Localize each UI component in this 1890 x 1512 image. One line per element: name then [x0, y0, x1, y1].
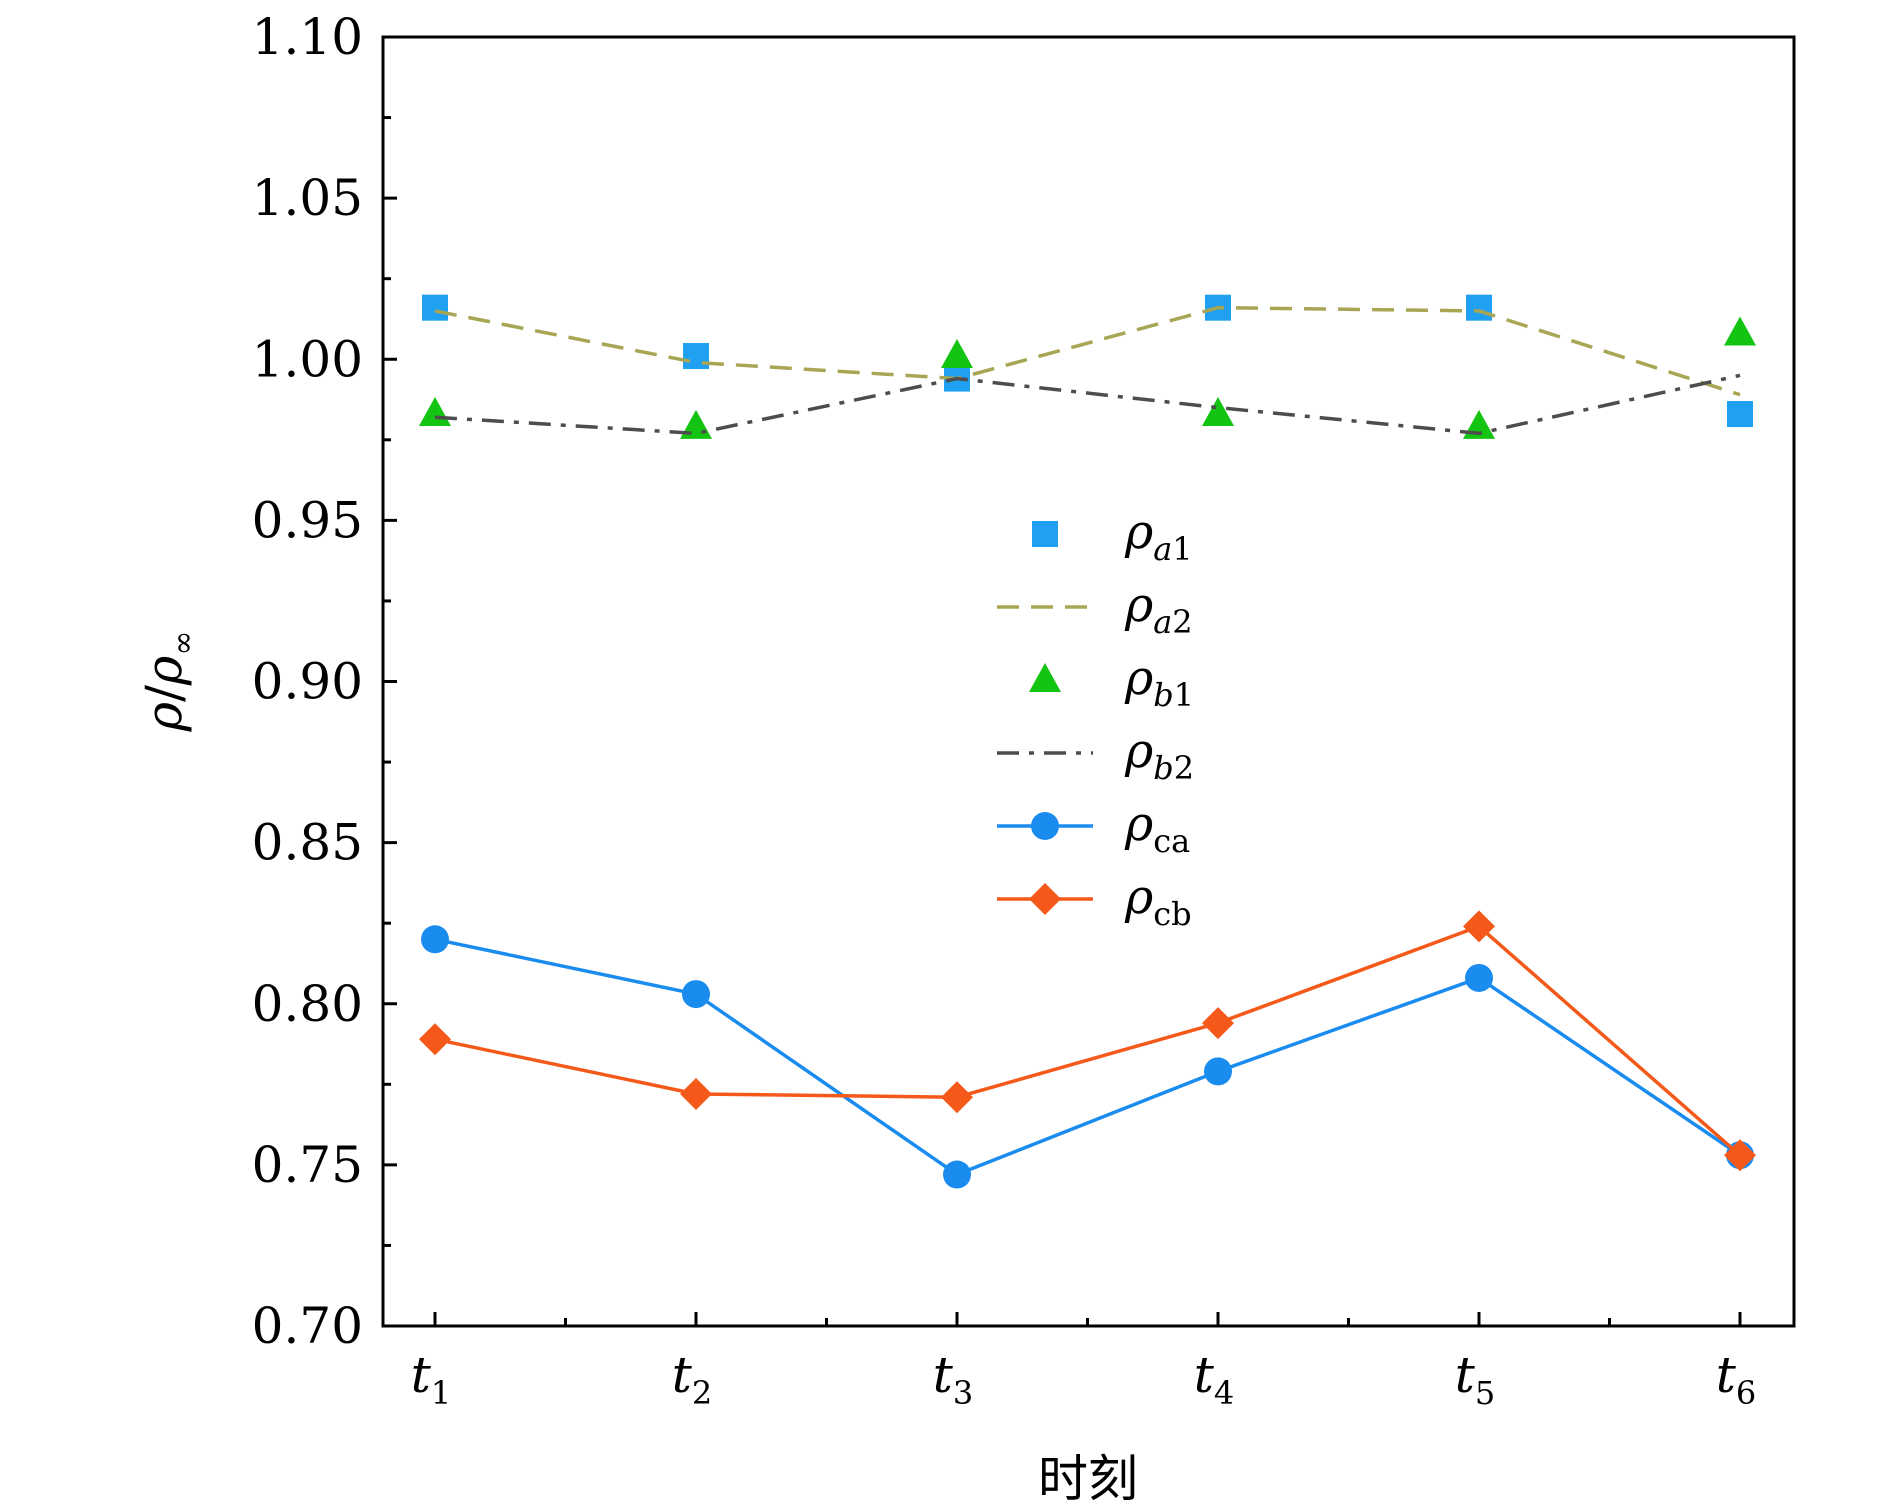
- legend-item-ca: ρca: [997, 796, 1190, 860]
- data-point-a1: [683, 343, 709, 370]
- data-point-ca: [421, 925, 449, 954]
- legend-item-a2: ρa2: [997, 577, 1193, 641]
- data-point-ca: [1204, 1057, 1232, 1086]
- data-point-b1: [1724, 316, 1756, 346]
- legend-label: ρa2: [1124, 577, 1193, 641]
- data-point-cb: [1463, 910, 1495, 943]
- x-axis-title: 时刻: [1038, 1450, 1138, 1508]
- legend-label: ρb2: [1124, 723, 1194, 787]
- y-tick-label: 0.85: [252, 814, 363, 872]
- plot-frame: [381, 35, 1796, 1328]
- data-point-cb: [941, 1081, 973, 1114]
- svg-text:ρ/ρ∞: ρ/ρ∞: [135, 631, 201, 733]
- data-point-a1: [422, 294, 448, 321]
- data-point-cb: [419, 1023, 451, 1056]
- legend-label: ρcb: [1124, 869, 1192, 933]
- x-tick-label: t6: [1716, 1346, 1756, 1412]
- data-point-cb: [680, 1077, 712, 1110]
- series-ca: [421, 925, 1754, 1189]
- legend-item-b1: ρb1: [1029, 650, 1194, 714]
- legend-label: ρb1: [1124, 650, 1194, 714]
- data-point-ca: [943, 1160, 971, 1189]
- data-point-b1: [419, 397, 451, 427]
- data-point-b1: [680, 409, 712, 439]
- x-tick-label: t5: [1455, 1346, 1495, 1412]
- legend-marker: [1029, 663, 1061, 692]
- x-axis-ticks: t1 t2 t3 t4 t5 t6: [411, 1312, 1756, 1412]
- x-tick-label: t3: [933, 1346, 973, 1412]
- data-point-ca: [682, 980, 710, 1009]
- y-tick-label: 0.90: [252, 653, 363, 711]
- series-line-cb: [434, 924, 1742, 1157]
- data-point-b1: [1202, 397, 1234, 427]
- x-tick-label: t4: [1194, 1346, 1234, 1412]
- y-axis-title: ρ/ρ∞: [135, 631, 201, 733]
- series-cb: [419, 910, 1756, 1172]
- legend-label: ρa1: [1124, 504, 1193, 568]
- y-tick-label: 0.95: [252, 491, 363, 549]
- y-axis-title-numerator: ρ: [135, 701, 193, 732]
- data-point-a1: [1466, 294, 1492, 321]
- y-tick-label: 1.10: [252, 8, 363, 66]
- data-point-cb: [1202, 1007, 1234, 1040]
- y-axis-title-denominator: ρ: [135, 655, 193, 686]
- series-line-a2: [434, 305, 1741, 397]
- legend-marker: [1032, 521, 1058, 547]
- y-axis-title-subscript: ∞: [166, 631, 201, 656]
- y-tick-label: 1.05: [252, 169, 363, 227]
- series-line-b2: [434, 373, 1741, 436]
- y-tick-label: 0.80: [252, 975, 363, 1033]
- y-axis-title-slash: /: [135, 685, 193, 702]
- y-axis-ticks: 0.70 0.75 0.80 0.85 0.90 0.95 1.00 1.05 1.10: [252, 8, 397, 1355]
- series-line-ca: [434, 937, 1741, 1177]
- x-tick-label: t2: [672, 1346, 712, 1412]
- series-a1: [422, 294, 1753, 428]
- data-point-a1: [1727, 401, 1753, 428]
- series-b2: [434, 373, 1741, 436]
- data-point-b1: [941, 339, 973, 369]
- data-point-cb: [1724, 1139, 1756, 1172]
- legend-marker: [1031, 812, 1059, 840]
- legend-marker: [1029, 883, 1061, 915]
- legend-item-b2: ρb2: [997, 723, 1194, 787]
- legend-label: ρca: [1124, 796, 1190, 860]
- legend-item-cb: ρcb: [997, 869, 1192, 933]
- y-tick-label: 0.70: [252, 1297, 363, 1355]
- series-a2: [434, 305, 1741, 397]
- series-layer: [419, 294, 1756, 1189]
- x-tick-label: t1: [411, 1346, 451, 1412]
- legend-item-a1: ρa1: [1032, 504, 1193, 568]
- legend: ρa1 ρa2 ρb1 ρb2 ρca ρcb: [997, 504, 1194, 933]
- y-tick-label: 1.00: [252, 330, 363, 388]
- data-point-ca: [1465, 963, 1493, 992]
- y-tick-label: 0.75: [252, 1136, 363, 1194]
